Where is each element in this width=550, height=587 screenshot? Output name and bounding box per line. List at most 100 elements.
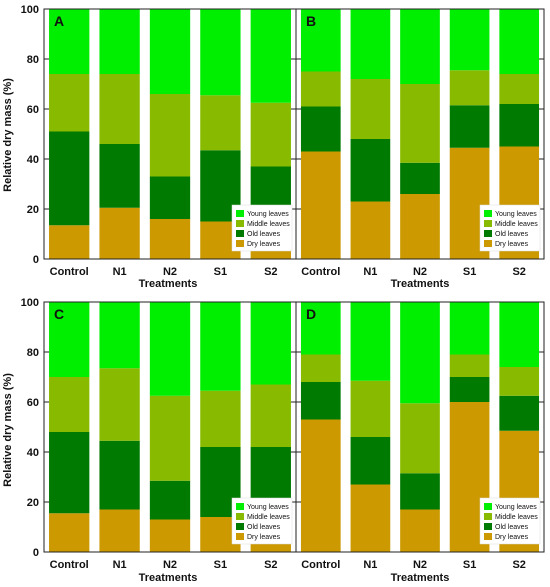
bar-young-leaves-n1 — [99, 9, 140, 74]
x-tick-label: S2 — [264, 559, 277, 571]
bar-young-leaves-s1 — [200, 302, 241, 391]
x-tick-label: Control — [50, 266, 89, 278]
bar-dry-leaves-n1 — [99, 207, 140, 259]
bar-dry-leaves-control — [300, 419, 341, 552]
y-tick-label: 60 — [27, 104, 39, 116]
y-tick-label: 80 — [27, 54, 39, 66]
bar-dry-leaves-n2 — [400, 194, 440, 259]
panel-letter: C — [54, 306, 64, 322]
bar-young-leaves-n2 — [149, 9, 191, 94]
bar-middle-leaves-s1 — [200, 390, 241, 447]
legend-swatch — [484, 240, 492, 247]
bar-young-leaves-control — [300, 302, 341, 355]
legend-swatch — [236, 503, 244, 510]
bar-middle-leaves-s1 — [449, 354, 490, 377]
legend: Young leaves Middle leaves Old leaves Dry l… — [479, 497, 541, 545]
panel-frame — [295, 8, 545, 260]
bar-young-leaves-s2 — [250, 302, 291, 385]
legend-swatch — [236, 210, 244, 217]
y-tick-label: 40 — [27, 154, 39, 166]
bar-old-leaves-s2 — [499, 395, 540, 431]
bar-old-leaves-n2 — [400, 162, 440, 194]
bar-middle-leaves-s2 — [250, 384, 291, 447]
legend: Young leaves Middle leaves Old leaves Dry l… — [231, 204, 293, 252]
bar-young-leaves-control — [49, 302, 90, 377]
bar-middle-leaves-n2 — [149, 94, 191, 177]
x-tick-label: N1 — [363, 559, 377, 571]
x-tick-label: N2 — [413, 559, 427, 571]
legend-label: Middle leaves — [247, 221, 290, 228]
panel-a: Control N1 N2 S1 S2 0 20 40 60 80 100 A Young leaves… — [21, 4, 297, 278]
bar-dry-leaves-n2 — [400, 509, 440, 552]
panel-b: Control N1 N2 S1 S2 B Young leaves Middle leave… — [295, 8, 545, 278]
bar-old-leaves-s1 — [449, 377, 490, 402]
y-tick-label: 100 — [21, 297, 39, 309]
legend-swatch — [236, 240, 244, 247]
bar-middle-leaves-s2 — [499, 74, 540, 104]
legend-label: Old leaves — [247, 231, 281, 238]
bar-dry-leaves-control — [49, 225, 90, 259]
bar-young-leaves-n1 — [350, 9, 391, 79]
legend-label: Dry leaves — [247, 534, 281, 541]
legend-swatch — [236, 230, 244, 237]
legend-swatch — [484, 210, 492, 217]
x-tick-label: S2 — [264, 266, 277, 278]
legend-swatch — [236, 523, 244, 530]
bar-dry-leaves-control — [49, 513, 90, 552]
legend-label: Old leaves — [495, 231, 529, 238]
bar-old-leaves-control — [300, 382, 341, 420]
bar-old-leaves-s2 — [499, 104, 540, 147]
bar-dry-leaves-n2 — [149, 519, 191, 552]
x-tick-label: Control — [50, 559, 89, 571]
x-tick-label: N2 — [163, 559, 177, 571]
legend-label: Middle leaves — [495, 221, 538, 228]
legend-label: Young leaves — [495, 211, 537, 218]
y-tick-label: 40 — [27, 447, 39, 459]
bar-young-leaves-s2 — [499, 9, 540, 74]
x-tick-label: N1 — [113, 266, 127, 278]
bar-middle-leaves-control — [49, 377, 90, 432]
bar-old-leaves-n2 — [149, 480, 191, 520]
x-tick-label: S2 — [512, 559, 525, 571]
legend: Young leaves Middle leaves Old leaves Dry l… — [231, 497, 293, 545]
bar-young-leaves-s1 — [449, 9, 490, 71]
bar-old-leaves-s1 — [449, 105, 490, 148]
x-tick-label: S1 — [214, 266, 227, 278]
y-tick-label: 100 — [21, 4, 39, 16]
x-axis-title-right-top: Treatments — [391, 278, 450, 290]
legend-swatch — [484, 523, 492, 530]
x-tick-label: N1 — [363, 266, 377, 278]
x-tick-label: S1 — [214, 559, 227, 571]
bar-old-leaves-n2 — [400, 473, 440, 510]
legend-label: Middle leaves — [495, 514, 538, 521]
bar-young-leaves-n1 — [350, 302, 391, 381]
legend-label: Young leaves — [247, 211, 289, 218]
bar-old-leaves-n1 — [350, 139, 391, 202]
bar-middle-leaves-n2 — [400, 403, 440, 474]
y-tick-label: 60 — [27, 397, 39, 409]
bar-young-leaves-control — [49, 9, 90, 74]
bar-dry-leaves-control — [300, 151, 341, 259]
legend-swatch — [236, 533, 244, 540]
legend-swatch — [484, 220, 492, 227]
x-tick-label: S1 — [463, 266, 476, 278]
legend-label: Dry leaves — [495, 241, 529, 248]
panel-letter: B — [306, 13, 316, 29]
panel-d: Control N1 N2 S1 S2 D Young leaves Middle leave… — [295, 301, 545, 571]
legend-swatch — [484, 533, 492, 540]
x-tick-label: N2 — [413, 266, 427, 278]
legend-label: Old leaves — [495, 524, 529, 531]
bar-old-leaves-n2 — [149, 176, 191, 219]
legend-label: Dry leaves — [495, 534, 529, 541]
x-axis-title-left-top: Treatments — [139, 278, 198, 290]
bar-young-leaves-control — [300, 9, 341, 72]
legend-label: Middle leaves — [247, 514, 290, 521]
y-tick-label: 20 — [27, 204, 39, 216]
bar-young-leaves-s2 — [499, 302, 540, 367]
bar-middle-leaves-control — [300, 354, 341, 382]
bar-middle-leaves-n1 — [99, 74, 140, 144]
bar-dry-leaves-n1 — [350, 201, 391, 259]
bar-middle-leaves-n2 — [149, 395, 191, 481]
bar-dry-leaves-n1 — [99, 509, 140, 552]
bar-middle-leaves-control — [300, 71, 341, 107]
